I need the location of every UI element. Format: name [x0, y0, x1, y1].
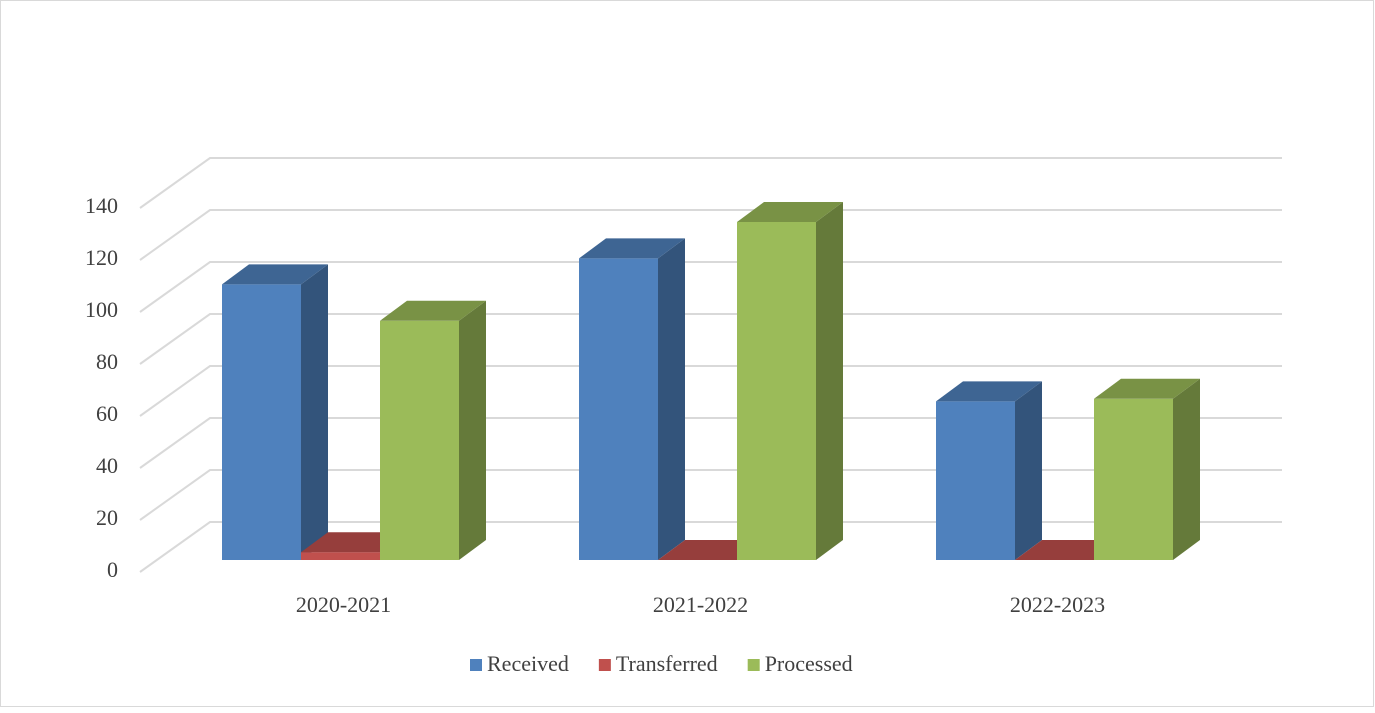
- x-tick-label: 2021-2022: [653, 592, 748, 617]
- bar-side: [816, 202, 843, 560]
- bar-front: [579, 258, 658, 560]
- y-tick-label: 120: [85, 245, 118, 270]
- y-tick-label: 80: [96, 349, 118, 374]
- grid-line: [139, 157, 1282, 209]
- grid-line: [139, 261, 1282, 313]
- x-tick-label: 2020-2021: [296, 592, 391, 617]
- bar-top: [380, 300, 486, 321]
- bar-side: [1173, 378, 1200, 560]
- legend-swatch: [747, 659, 760, 671]
- y-tick-label: 140: [85, 193, 118, 218]
- y-tick-label: 0: [107, 557, 118, 582]
- y-tick-label: 20: [96, 505, 118, 530]
- grid-line: [139, 209, 1282, 261]
- bar-side: [459, 300, 486, 560]
- bar-front: [1094, 398, 1173, 560]
- legend-swatch: [598, 659, 611, 671]
- y-tick-label: 60: [96, 401, 118, 426]
- bar-side: [1015, 381, 1042, 560]
- grid-line: [139, 313, 1282, 365]
- bar-front: [737, 222, 816, 560]
- bar-top: [1094, 378, 1200, 399]
- legend-swatch: [470, 659, 482, 671]
- bar-top: [222, 264, 328, 285]
- grid-line: [139, 365, 1282, 417]
- grid-line: [139, 417, 1282, 469]
- legend-label: Processed: [765, 651, 853, 676]
- bar-front: [380, 320, 459, 560]
- legend-label: Received: [487, 651, 569, 676]
- y-tick-label: 40: [96, 453, 118, 478]
- bar-top: [579, 238, 685, 259]
- x-tick-label: 2022-2023: [1010, 592, 1105, 617]
- bar-front: [222, 284, 301, 560]
- grid-line: [139, 521, 1282, 573]
- bar-side: [301, 264, 328, 560]
- bar-top: [737, 202, 843, 222]
- legend-label: Transferred: [616, 651, 718, 676]
- grid-line: [139, 469, 1282, 521]
- bar-front: [301, 552, 380, 560]
- bar-side: [658, 238, 685, 560]
- bar-top: [936, 381, 1042, 402]
- y-tick-label: 100: [85, 297, 118, 322]
- bar-front: [936, 401, 1015, 560]
